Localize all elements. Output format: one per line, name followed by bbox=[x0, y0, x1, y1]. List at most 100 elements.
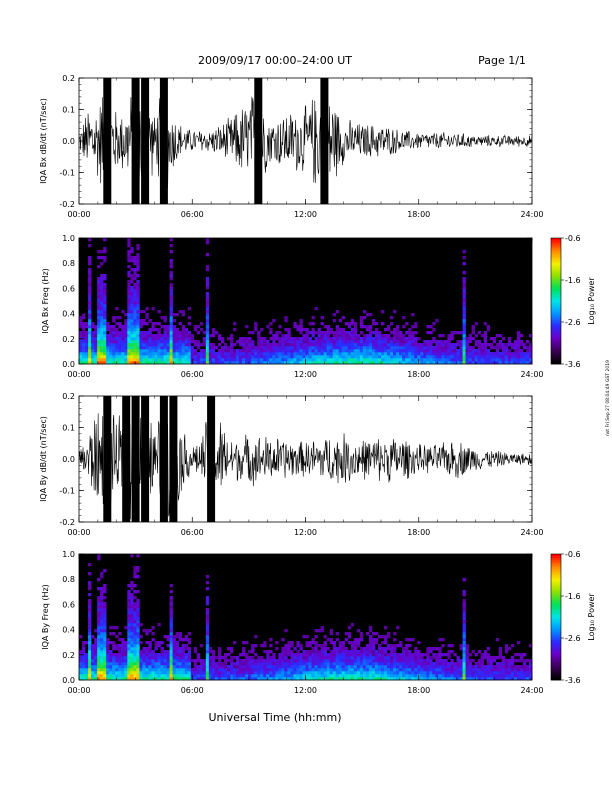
spectrogram-cell bbox=[202, 361, 207, 365]
colorbar-swatch bbox=[551, 338, 561, 342]
spectrogram-cell bbox=[163, 331, 167, 335]
spectrogram-cell bbox=[178, 337, 182, 341]
spectrogram-cell bbox=[432, 349, 436, 353]
spectrogram-cell bbox=[184, 340, 189, 344]
spectrogram-cell bbox=[169, 638, 173, 642]
spectrogram-cell bbox=[127, 355, 131, 359]
spectrogram-cell bbox=[133, 662, 137, 666]
spectrogram-cell bbox=[145, 659, 149, 663]
spectrogram-cell bbox=[148, 352, 152, 356]
spectrogram-cell bbox=[368, 340, 373, 344]
spectrogram-cell bbox=[483, 677, 487, 681]
spectrogram-cell bbox=[109, 331, 113, 335]
spectrogram-cell bbox=[205, 635, 210, 639]
spectrogram-cell bbox=[236, 659, 240, 663]
spectrogram-cell bbox=[181, 671, 185, 675]
spectrogram-cell bbox=[163, 653, 167, 657]
spectrogram-cell bbox=[332, 331, 336, 335]
spectrogram-cell bbox=[124, 355, 128, 359]
spectrogram-cell bbox=[199, 361, 204, 365]
spectrogram-cell bbox=[429, 662, 433, 666]
spectrogram-cell bbox=[393, 352, 397, 356]
spectrogram-cell bbox=[94, 334, 98, 338]
spectrogram-cell bbox=[362, 355, 367, 359]
spectrogram-cell bbox=[341, 337, 346, 341]
spectrogram-cell bbox=[528, 668, 533, 672]
spectrogram-cell bbox=[242, 349, 246, 353]
spectrogram-cell bbox=[408, 653, 412, 657]
spectrogram-cell bbox=[112, 662, 116, 666]
spectrogram-cell bbox=[136, 590, 140, 594]
saturated-burst bbox=[141, 396, 150, 522]
spectrogram-cell bbox=[166, 644, 170, 648]
spectrogram-cell bbox=[220, 671, 225, 675]
spectrogram-cell bbox=[365, 674, 370, 678]
spectrogram-cell bbox=[317, 349, 321, 353]
spectrogram-cell bbox=[522, 671, 527, 675]
spectrogram-cell bbox=[362, 346, 367, 350]
x-tick-label: 00:00 bbox=[67, 210, 90, 219]
spectrogram-cell bbox=[166, 346, 170, 350]
spectrogram-cell bbox=[118, 316, 122, 320]
spectrogram-cell bbox=[109, 662, 113, 666]
spectrogram-cell bbox=[393, 355, 397, 359]
spectrogram-cell bbox=[121, 671, 125, 675]
spectrogram-cell bbox=[528, 671, 533, 675]
spectrogram-cell bbox=[133, 602, 137, 606]
spectrogram-cell bbox=[127, 298, 131, 302]
spectrogram-cell bbox=[97, 632, 101, 636]
spectrogram-cell bbox=[136, 244, 140, 248]
spectrogram-cell bbox=[211, 334, 216, 338]
spectrogram-cell bbox=[311, 358, 315, 362]
spectrogram-cell bbox=[79, 319, 83, 323]
spectrogram-cell bbox=[365, 349, 370, 353]
spectrogram-cell bbox=[103, 355, 107, 359]
spectrogram-cell bbox=[414, 647, 418, 651]
spectrogram-cell bbox=[100, 644, 104, 648]
spectrogram-cell bbox=[263, 343, 267, 347]
spectrogram-cell bbox=[136, 286, 140, 290]
spectrogram-cell bbox=[163, 677, 167, 681]
spectrogram-cell bbox=[236, 671, 240, 675]
spectrogram-cell bbox=[519, 668, 524, 672]
spectrogram-cell bbox=[127, 313, 131, 317]
spectrogram-cell bbox=[103, 286, 107, 290]
spectrogram-cell bbox=[356, 358, 361, 362]
spectrogram-cell bbox=[498, 653, 503, 657]
spectrogram-cell bbox=[402, 653, 406, 657]
spectrogram-cell bbox=[507, 659, 512, 663]
spectrogram-cell bbox=[281, 650, 285, 654]
y-tick-label: 0.4 bbox=[62, 626, 75, 635]
spectrogram-cell bbox=[136, 304, 140, 308]
spectrogram-cell bbox=[130, 277, 134, 281]
spectrogram-cell bbox=[347, 656, 352, 660]
spectrogram-cell bbox=[501, 343, 506, 347]
spectrogram-cell bbox=[88, 310, 92, 314]
spectrogram-cell bbox=[510, 343, 515, 347]
spectrogram-cell bbox=[320, 626, 324, 630]
spectrogram-cell bbox=[381, 647, 385, 651]
spectrogram-cell bbox=[139, 322, 143, 326]
spectrogram-cell bbox=[133, 647, 137, 651]
spectrogram-cell bbox=[163, 659, 167, 663]
spectrogram-cell bbox=[432, 653, 436, 657]
spectrogram-cell bbox=[371, 632, 376, 636]
spectrogram-cell bbox=[387, 340, 391, 344]
spectrogram-cell bbox=[317, 662, 321, 666]
spectrogram-cell bbox=[359, 650, 364, 654]
spectrogram-cell bbox=[136, 599, 140, 603]
spectrogram-cell bbox=[97, 361, 101, 365]
spectrogram-cell bbox=[91, 343, 95, 347]
spectrogram-cell bbox=[522, 668, 527, 672]
spectrogram-cell bbox=[278, 656, 282, 660]
spectrogram-cell bbox=[223, 361, 228, 365]
spectrogram-cell bbox=[100, 313, 104, 317]
y-tick-label: 0.6 bbox=[62, 600, 75, 609]
spectrogram-cell bbox=[260, 668, 264, 672]
spectrogram-cell bbox=[136, 340, 140, 344]
spectrogram-cell bbox=[438, 352, 442, 356]
spectrogram-cell bbox=[133, 358, 137, 362]
spectrogram-cell bbox=[166, 653, 170, 657]
spectrogram-cell bbox=[350, 331, 355, 335]
spectrogram-cell bbox=[405, 349, 409, 353]
